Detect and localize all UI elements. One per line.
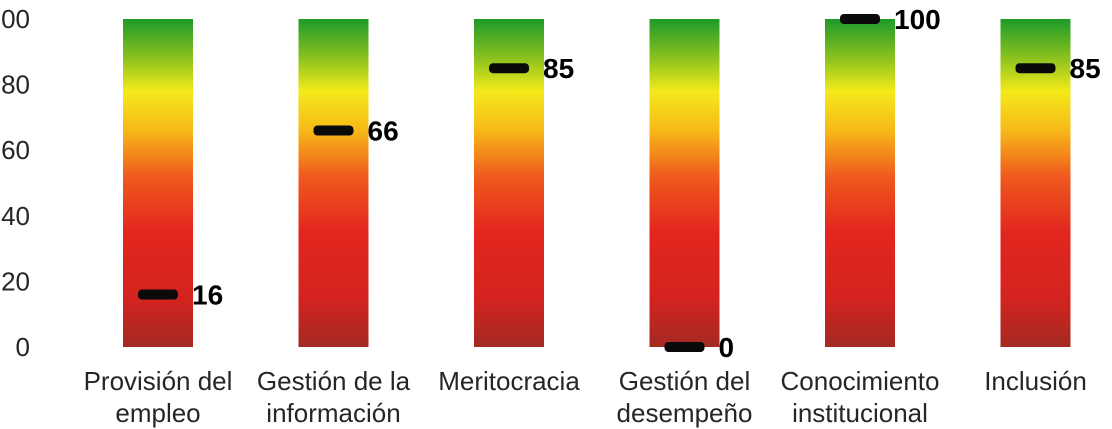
y-tick-label: 80 bbox=[1, 70, 30, 100]
x-category-label: Provisión del bbox=[84, 366, 233, 396]
value-marker bbox=[840, 14, 880, 24]
x-category-label: Gestión de la bbox=[257, 366, 411, 396]
x-category-label: Conocimiento bbox=[781, 366, 940, 396]
value-label: 85 bbox=[1070, 53, 1101, 84]
x-category-label: desempeño bbox=[617, 398, 753, 428]
x-category-label: institucional bbox=[792, 398, 928, 428]
value-marker bbox=[138, 289, 178, 300]
bar-band bbox=[474, 19, 544, 347]
value-label: 16 bbox=[192, 280, 223, 311]
y-tick-label: 20 bbox=[1, 266, 30, 296]
value-label: 0 bbox=[719, 332, 735, 363]
bar-band bbox=[1000, 19, 1071, 347]
y-tick-label: 100 bbox=[0, 4, 30, 34]
value-label: 85 bbox=[543, 53, 574, 84]
x-category-label: información bbox=[266, 398, 400, 428]
x-category-label: Meritocracia bbox=[438, 366, 580, 396]
value-markers: 16 66 85 0 100 85 bbox=[138, 4, 1101, 363]
x-category-label: Gestión del bbox=[619, 366, 751, 396]
y-tick-label: 60 bbox=[1, 135, 30, 165]
x-category-label: empleo bbox=[115, 398, 200, 428]
value-marker bbox=[1015, 63, 1056, 74]
value-marker bbox=[489, 63, 529, 74]
value-label: 100 bbox=[894, 4, 941, 35]
value-marker bbox=[313, 125, 354, 136]
value-marker bbox=[664, 342, 705, 352]
x-category-label: Inclusión bbox=[984, 366, 1087, 396]
y-tick-label: 0 bbox=[16, 332, 30, 362]
bar-band bbox=[825, 19, 895, 347]
bar-band bbox=[649, 19, 720, 347]
value-label: 66 bbox=[368, 116, 399, 147]
y-axis: 0 20 40 60 80 100 bbox=[0, 4, 30, 362]
bar-band bbox=[298, 19, 369, 347]
bar-bands bbox=[123, 19, 1071, 347]
y-tick-label: 40 bbox=[1, 201, 30, 231]
